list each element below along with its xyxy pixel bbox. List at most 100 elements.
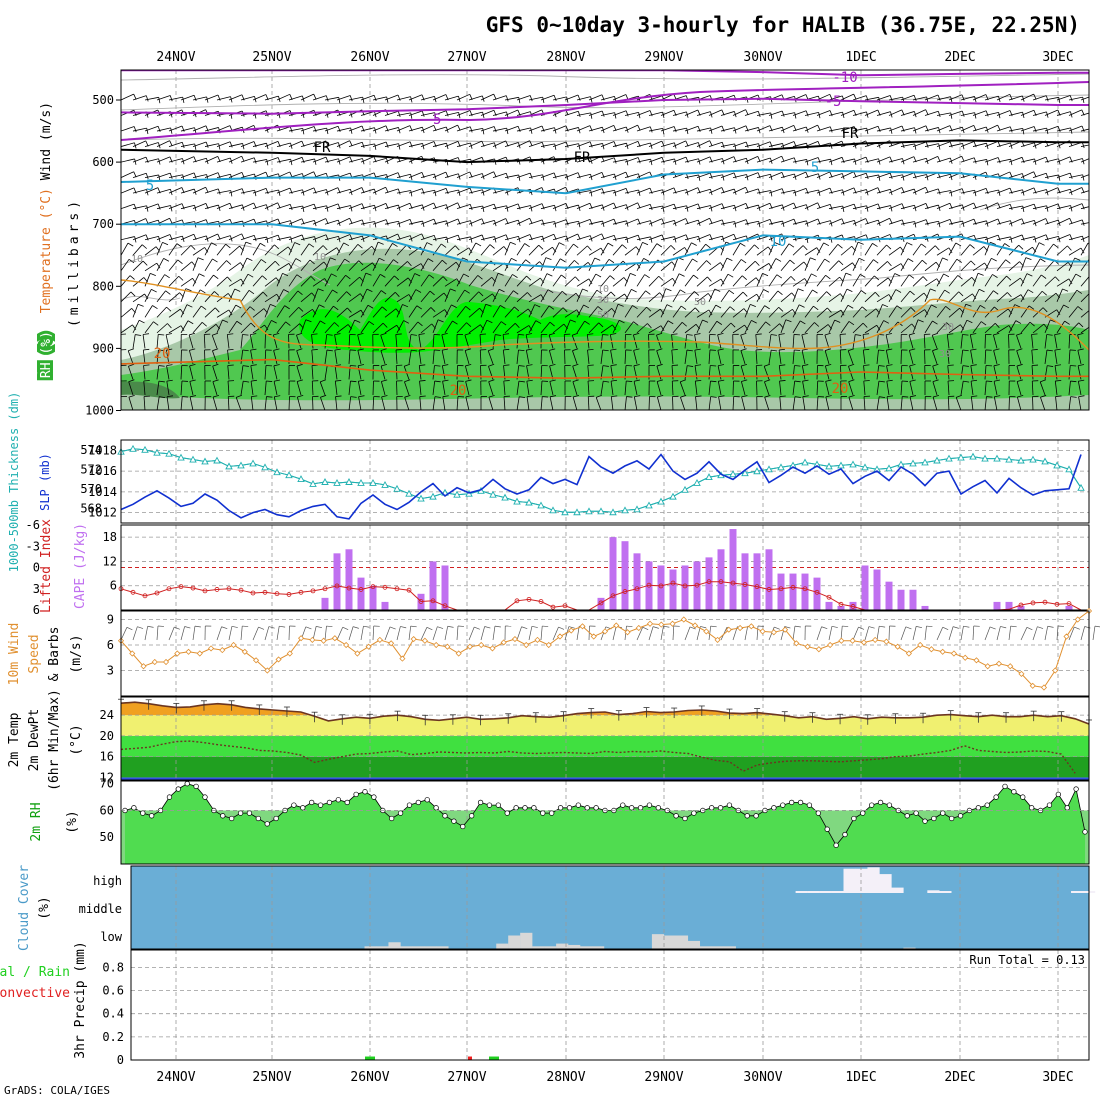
barb-upper-flag [169,172,173,179]
barb-upper [876,172,891,179]
barb-upper-flag [314,236,317,243]
barb-upper [694,365,698,380]
barb-upper [984,218,999,225]
barb-upper [540,233,555,241]
barb-upper [1044,365,1048,380]
barb-upper [876,111,891,116]
barb-upper [1068,96,1083,101]
barb-upper [888,125,903,132]
barb-upper [924,320,933,334]
barb-upper-flag [260,259,267,264]
barb-upper [552,242,560,256]
barb-upper [228,278,242,287]
barb-upper [612,159,627,163]
barb-upper [336,258,345,271]
barb-upper-flag [801,333,808,336]
thickness-marker [729,470,737,478]
barb-upper [924,220,939,225]
barb-upper [612,293,625,303]
thickness-marker [1065,465,1073,473]
barb-upper [876,188,891,194]
barb-upper-flag [214,291,220,296]
barb-upper [420,274,430,287]
barb-upper [552,290,563,303]
barb-upper [888,158,903,163]
li-marker [610,593,616,599]
wind10-barb-flag [494,625,501,628]
barb-upper-flag [686,334,693,336]
barb-upper [756,219,771,225]
barb-upper [684,235,699,241]
wind10-barb-flag [268,626,275,629]
barb-upper-flag [608,258,615,264]
rh-marker [1064,805,1070,811]
barb-upper [576,278,590,287]
barb-upper [852,189,867,194]
barb-upper [1080,242,1089,256]
rh2m-units-label: (%) [65,810,80,833]
barb-upper [656,365,662,380]
barb-upper-flag [251,395,258,398]
cape-bar [729,529,737,610]
barb-upper [1077,350,1082,365]
rh-label-5: 30 [942,322,954,333]
barb-upper [442,396,446,410]
barb-upper-flag [722,174,725,181]
barb-upper [960,349,964,364]
thickness-marker [429,492,437,500]
barb-upper [504,109,519,116]
barb-upper [121,203,135,210]
barb-upper [264,277,277,287]
barb-upper-flag [398,143,401,150]
barb-upper [876,320,884,334]
barb-upper-flag [528,325,533,331]
barb-upper [348,203,363,210]
wind10-marker [759,628,766,635]
barb-upper-flag [956,258,963,263]
barb-upper-flag [993,348,1000,351]
barb-upper-flag [922,276,928,282]
barb-upper [180,172,195,179]
barb-upper [324,235,339,241]
barb-upper [166,396,170,410]
barb-upper-flag [741,395,748,398]
barb-upper [1016,381,1022,396]
barb-upper [166,381,170,396]
rh-marker [273,815,279,822]
barb-upper [1080,158,1089,163]
barb-upper-flag [143,364,150,366]
barb-upper-flag [385,141,389,148]
barb-upper [216,96,231,101]
wind10-barb-flag [916,626,923,629]
barb-upper [288,234,303,241]
barb-upper-flag [373,95,377,101]
barb-upper [984,274,993,287]
barb-upper [312,304,320,318]
barb-upper-flag [925,141,929,148]
wind10-marker [635,624,642,632]
temp-band-0 [121,777,1089,780]
barb-upper [408,289,417,303]
barb-upper [588,273,597,287]
thickness-marker [693,479,701,486]
wind10-marker [838,637,845,644]
barb-upper-flag [549,321,555,327]
barb-upper [504,274,513,287]
barb-upper [564,309,577,318]
barb-upper [720,204,735,210]
barb-upper [828,173,843,179]
barb-upper [144,125,159,132]
barb-upper-flag [770,112,773,119]
barb-upper [420,290,431,303]
barb-upper-flag [277,202,281,209]
barb-upper [756,273,763,287]
barb-upper [384,94,399,101]
barb-upper [528,125,543,132]
barb-upper-flag [587,333,594,335]
barb-upper-flag [458,189,461,196]
barb-upper [576,245,588,256]
barb-upper [480,219,495,225]
barb-upper [936,112,951,116]
barb-upper-flag [1038,242,1045,246]
